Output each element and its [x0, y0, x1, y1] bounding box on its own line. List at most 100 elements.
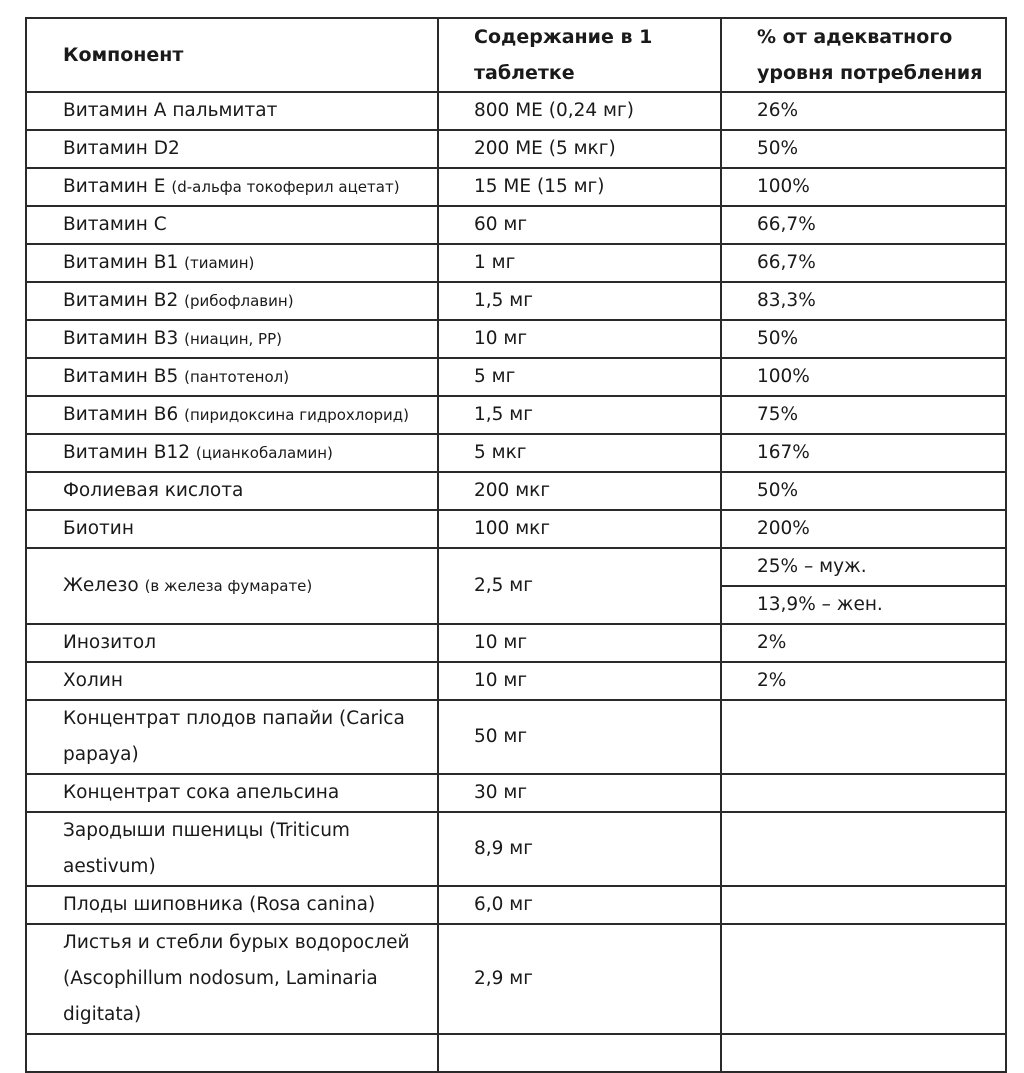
amount-cell: 10 мг [437, 319, 722, 359]
component-name: Инозитол [63, 632, 157, 653]
amount-cell: 6,0 мг [437, 885, 722, 925]
header-cell: % от адекватного уровня потребления [720, 17, 1007, 93]
component-name: Концентрат сока апельсина [63, 782, 340, 803]
component-name: Витамин А пальмитат [63, 100, 278, 121]
amount-cell: 15 МЕ (15 мг) [437, 167, 722, 207]
percent-cell [720, 811, 1007, 887]
table-row: Витамин В3 (ниацин, РР) 10 мг 50% [25, 319, 1007, 359]
component-note: (в железа фумарате) [144, 577, 313, 595]
component-note: (ниацин, РР) [184, 330, 282, 348]
component-name: Витамин В3 [63, 328, 179, 349]
component-cell: Витамин В1 (тиамин) [25, 243, 439, 283]
amount-cell: 200 мкг [437, 471, 722, 511]
component-cell: Концентрат сока апельсина [25, 773, 439, 813]
percent-cell: 66,7% [720, 205, 1007, 245]
percent-cell [720, 699, 1007, 775]
component-cell: Витамин В5 (пантотенол) [25, 357, 439, 397]
amount-cell: 800 МЕ (0,24 мг) [437, 91, 722, 131]
component-cell: Витамин В12 (цианкобаламин) [25, 433, 439, 473]
amount-cell: 10 мг [437, 623, 722, 663]
table-row: Витамин Е (d-альфа токоферил ацетат) 15 М… [25, 167, 1007, 207]
component-name: Биотин [63, 518, 134, 539]
percent-cell: 50% [720, 319, 1007, 359]
table-row: Инозитол 10 мг 2% [25, 623, 1007, 663]
component-cell: Витамин В3 (ниацин, РР) [25, 319, 439, 359]
component-name: Железо [63, 575, 139, 596]
table-row: Железо (в железа фумарате) 2,5 мг 25% – му… [25, 547, 1007, 625]
percent-cell: 167% [720, 433, 1007, 473]
amount-cell: 1 мг [437, 243, 722, 283]
percent-cell [720, 923, 1007, 1035]
percent-cell: 26% [720, 91, 1007, 131]
header-cell: Содержание в 1 таблетке [437, 17, 722, 93]
component-note: (тиамин) [184, 254, 255, 272]
component-cell: Биотин [25, 509, 439, 549]
table-row: Биотин 100 мкг 200% [25, 509, 1007, 549]
component-name: Листья и стебли бурых водорослей (Ascoph… [63, 932, 410, 1025]
table-row: Концентрат плодов папайи (Carica papaya)… [25, 699, 1007, 775]
component-name: Витамин В6 [63, 404, 179, 425]
amount-cell: 2,9 мг [437, 923, 722, 1035]
component-cell: Холин [25, 661, 439, 701]
percent-cell: 83,3% [720, 281, 1007, 321]
table-row: Холин 10 мг 2% [25, 661, 1007, 701]
component-cell: Железо (в железа фумарате) [25, 547, 439, 625]
component-name: Витамин В12 [63, 442, 191, 463]
table-row: Фолиевая кислота 200 мкг 50% [25, 471, 1007, 511]
component-note: (пантотенол) [184, 368, 290, 386]
component-cell: Концентрат плодов папайи (Carica papaya) [25, 699, 439, 775]
component-name: Зародыши пшеницы (Triticum aestivum) [63, 820, 350, 877]
percent-cell: 50% [720, 129, 1007, 169]
table-row: Плоды шиповника (Rosa canina) 6,0 мг [25, 885, 1007, 925]
amount-cell: 200 МЕ (5 мкг) [437, 129, 722, 169]
amount-cell: 100 мкг [437, 509, 722, 549]
component-cell: Витамин В2 (рибофлавин) [25, 281, 439, 321]
header-cell: Компонент [25, 17, 439, 93]
percent-cell: 66,7% [720, 243, 1007, 283]
component-note: (d-альфа токоферил ацетат) [171, 178, 400, 196]
table-row: Витамин В12 (цианкобаламин) 5 мкг 167% [25, 433, 1007, 473]
amount-cell: 8,9 мг [437, 811, 722, 887]
table-row [25, 1033, 1007, 1073]
component-cell: Фолиевая кислота [25, 471, 439, 511]
component-name: Витамин В2 [63, 290, 179, 311]
table-row: Витамин В2 (рибофлавин) 1,5 мг 83,3% [25, 281, 1007, 321]
table-row: Витамин В5 (пантотенол) 5 мг 100% [25, 357, 1007, 397]
page: {"table": { "header": ["Компонент", "Сод… [25, 17, 1007, 1073]
table-row: Зародыши пшеницы (Triticum aestivum) 8,9 … [25, 811, 1007, 887]
component-name: Фолиевая кислота [63, 480, 244, 501]
amount-cell: 60 мг [437, 205, 722, 245]
component-cell: Витамин В6 (пиридоксина гидрохлорид) [25, 395, 439, 435]
percent-cell: 2% [720, 661, 1007, 701]
percent-cell: 100% [720, 167, 1007, 207]
table-row: Витамин D2 200 МЕ (5 мкг) 50% [25, 129, 1007, 169]
table-row: Витамин А пальмитат 800 МЕ (0,24 мг) 26% [25, 91, 1007, 131]
component-name: Витамин С [63, 214, 167, 235]
percent-cell: 50% [720, 471, 1007, 511]
amount-cell: 1,5 мг [437, 395, 722, 435]
percent-cell: 100% [720, 357, 1007, 397]
nutrient-table: Компонент Содержание в 1 таблетке% от аде… [25, 17, 1007, 1073]
amount-cell: 10 мг [437, 661, 722, 701]
percent-cell [720, 885, 1007, 925]
percent-cell: 2% [720, 623, 1007, 663]
amount-cell: 5 мг [437, 357, 722, 397]
percent-cell: 200% [720, 509, 1007, 549]
table-row: Витамин В6 (пиридоксина гидрохлорид) 1,5 … [25, 395, 1007, 435]
table-row: Витамин В1 (тиамин) 1 мг 66,7% [25, 243, 1007, 283]
percent-cell [720, 773, 1007, 813]
table-row: Витамин С 60 мг 66,7% [25, 205, 1007, 245]
component-name: Витамин D2 [63, 138, 180, 159]
component-cell: Витамин С [25, 205, 439, 245]
component-name: Концентрат плодов папайи (Carica papaya) [63, 708, 405, 765]
empty-cell [720, 1033, 1007, 1073]
component-name: Холин [63, 670, 123, 691]
amount-cell: 50 мг [437, 699, 722, 775]
percent-cell: 75% [720, 395, 1007, 435]
component-note: (рибофлавин) [184, 292, 294, 310]
table-row: Листья и стебли бурых водорослей (Ascoph… [25, 923, 1007, 1035]
table-row: Концентрат сока апельсина 30 мг [25, 773, 1007, 813]
component-note: (цианкобаламин) [195, 444, 333, 462]
component-cell: Витамин D2 [25, 129, 439, 169]
component-cell: Листья и стебли бурых водорослей (Ascoph… [25, 923, 439, 1035]
